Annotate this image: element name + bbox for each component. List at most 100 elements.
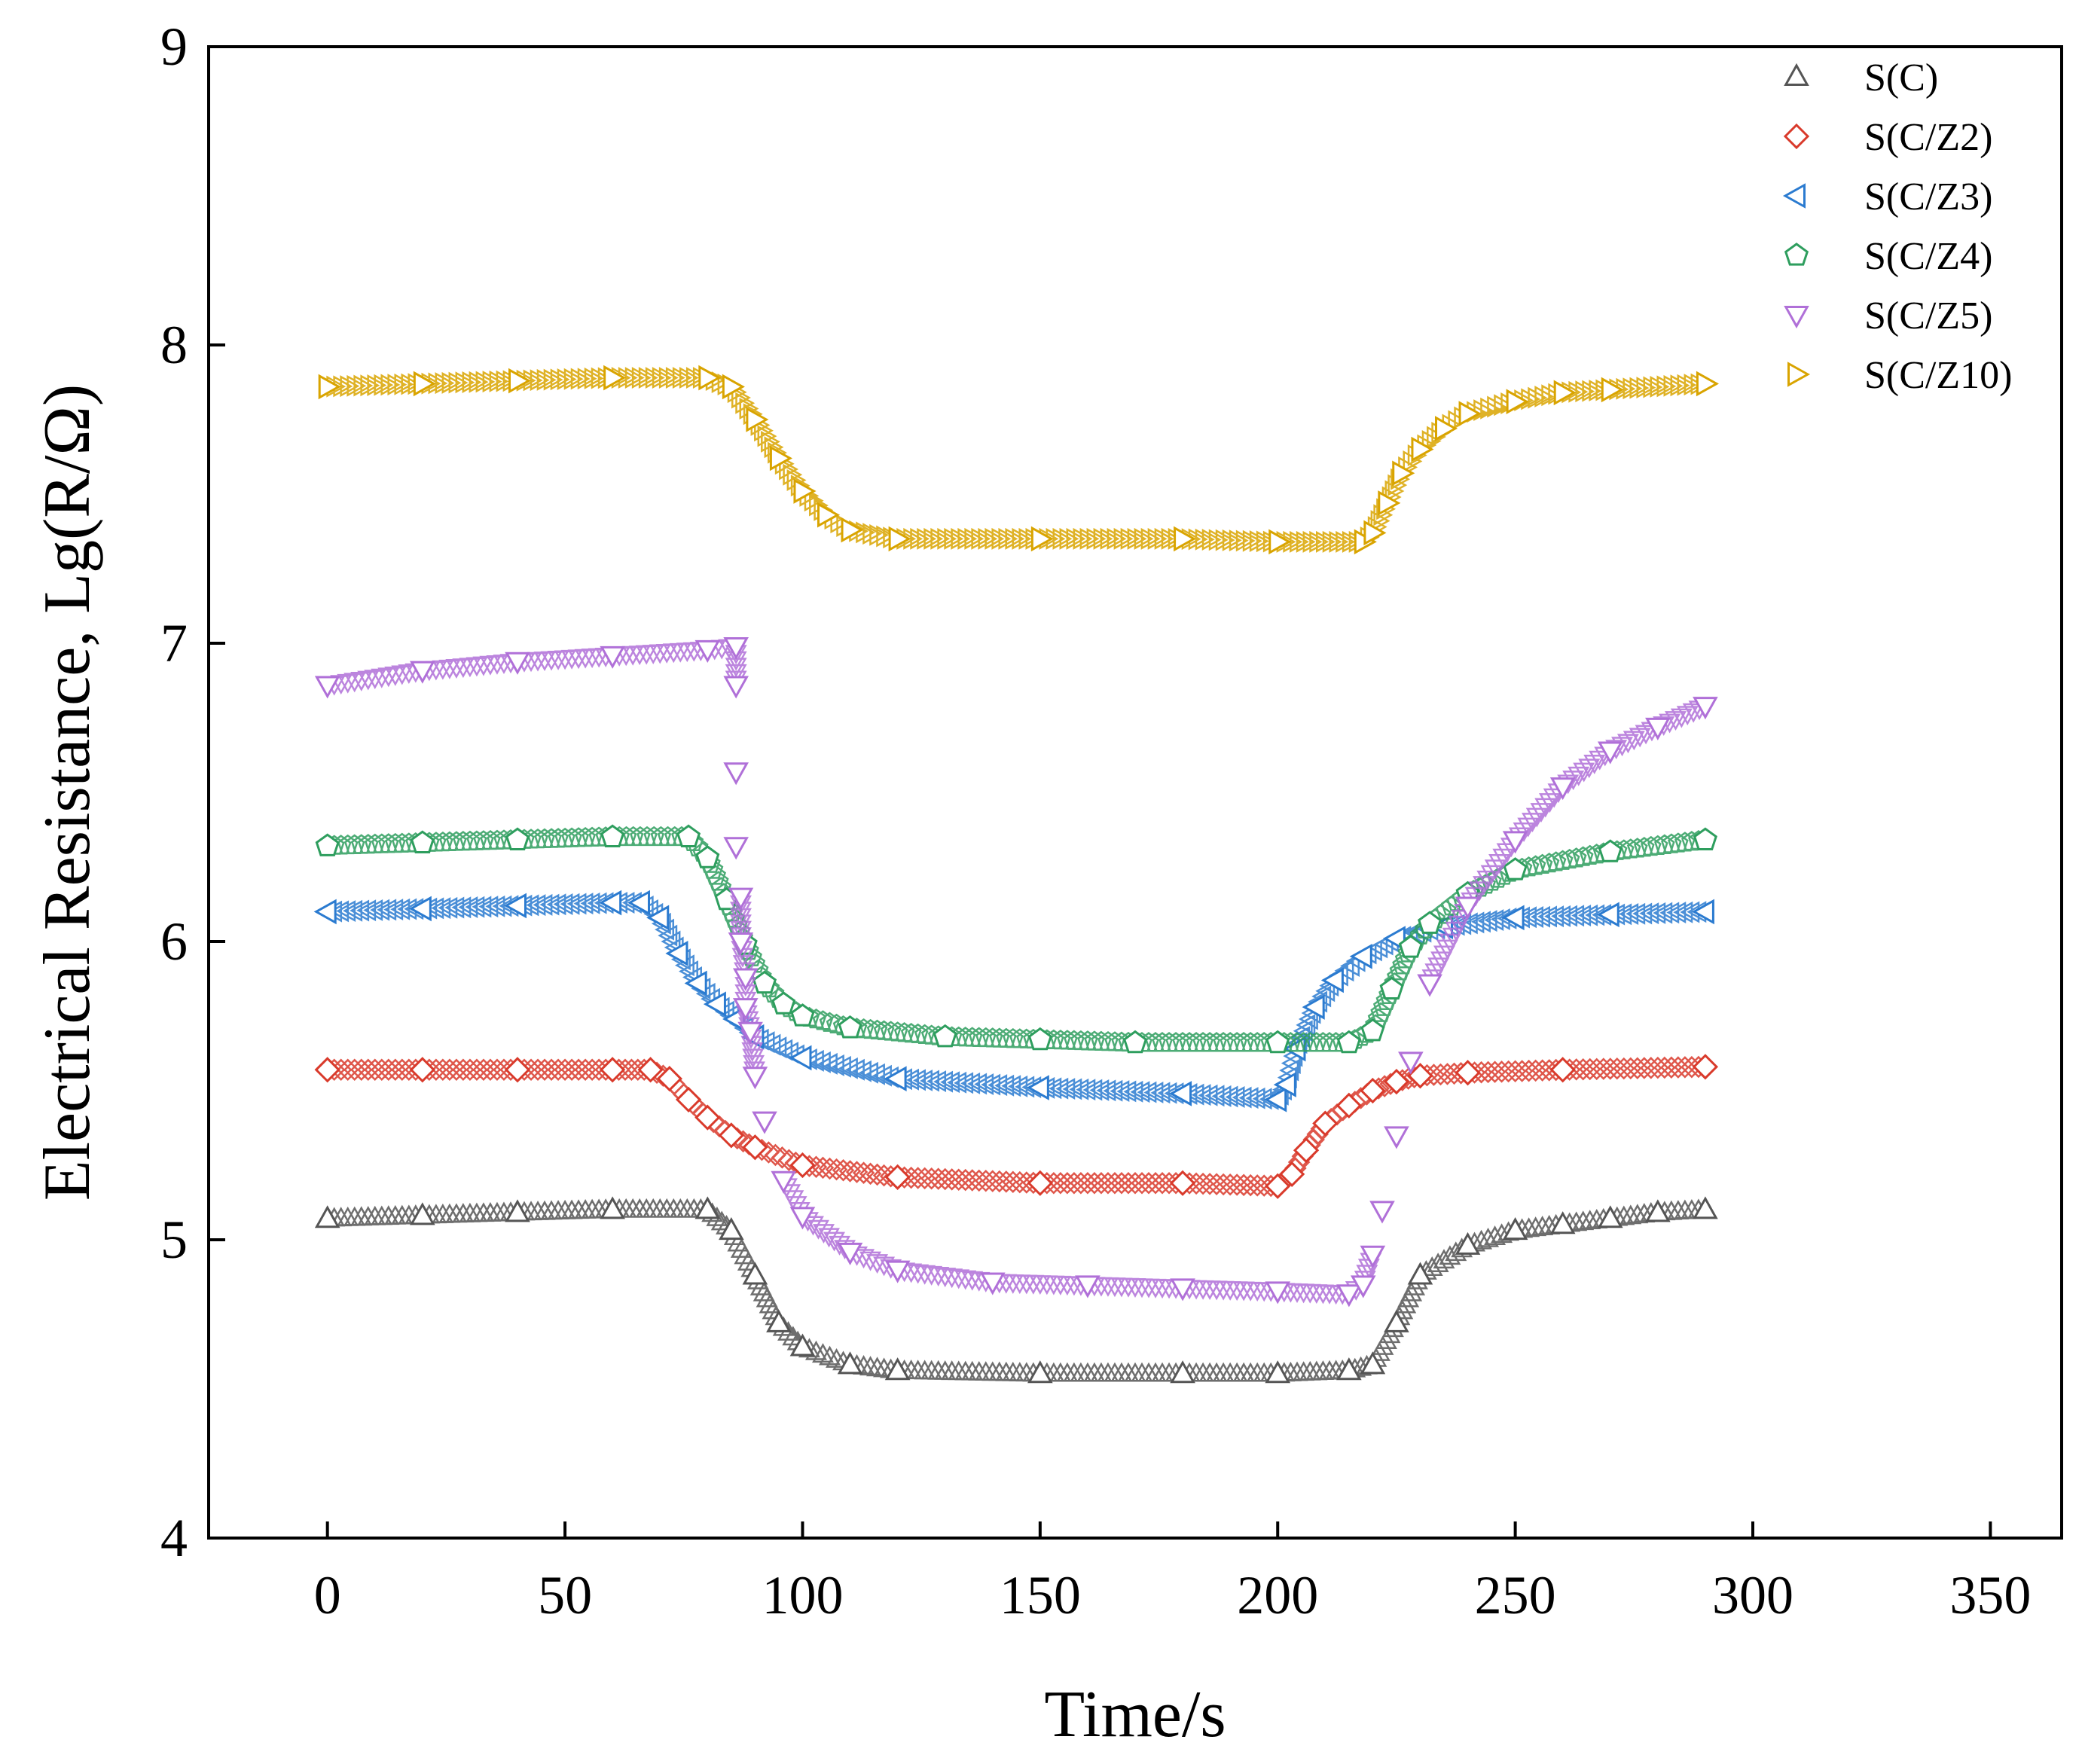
y-tick-label: 4 [160, 1508, 188, 1568]
legend-label: S(C) [1864, 56, 1938, 99]
legend-marker [1783, 123, 1810, 150]
data-point [505, 827, 530, 850]
x-tick-label: 300 [1712, 1565, 1793, 1625]
x-tick-label: 350 [1949, 1565, 2031, 1625]
data-layer [313, 365, 1719, 1384]
data-point [505, 652, 530, 675]
data-point [1360, 1245, 1386, 1268]
data-point [1026, 1075, 1049, 1100]
data-point [1075, 1275, 1101, 1299]
data-point [1398, 1051, 1424, 1075]
data-point [1170, 1360, 1195, 1384]
data-point [742, 1262, 768, 1285]
data-point [728, 887, 754, 911]
data-point [790, 1003, 815, 1027]
data-point [841, 517, 864, 543]
data-point [665, 941, 688, 966]
data-point [1598, 839, 1623, 862]
legend-label: S(C/Z5) [1864, 295, 1992, 337]
series-trail [319, 367, 1711, 553]
data-point [1360, 1018, 1385, 1042]
data-point [1693, 697, 1718, 720]
data-point [793, 478, 817, 504]
legend-marker [1784, 63, 1809, 86]
data-point [694, 639, 721, 663]
data-point [1174, 526, 1197, 552]
data-point [1597, 741, 1623, 765]
data-point [789, 1333, 816, 1357]
data-point [1336, 1357, 1362, 1381]
legend-label: S(C/Z3) [1864, 175, 1992, 218]
data-point [1384, 1126, 1409, 1149]
data-point [1265, 1360, 1291, 1384]
x-tick-label: 50 [538, 1565, 592, 1625]
y-tick-label: 9 [160, 17, 188, 77]
data-point [314, 1057, 340, 1083]
data-point [723, 762, 749, 786]
data-point [1435, 416, 1458, 441]
data-point [1458, 401, 1482, 426]
data-point [1549, 1057, 1576, 1083]
data-point [728, 932, 754, 956]
data-point [1553, 380, 1577, 406]
data-point [1336, 1030, 1361, 1054]
data-point [1169, 1170, 1196, 1196]
x-axis: 0 50 100 150 200 250 300 350 [314, 1521, 2031, 1625]
y-tick-label: 6 [160, 911, 188, 972]
data-point [703, 991, 726, 1017]
legend-marker [1784, 243, 1809, 266]
data-point [1030, 526, 1054, 552]
legend-label: S(C/Z2) [1864, 116, 1992, 159]
data-point [1506, 389, 1529, 415]
data-point [1601, 377, 1624, 403]
data-point [600, 1196, 625, 1219]
data-point [1265, 1281, 1291, 1305]
data-point [1691, 899, 1714, 925]
data-point [504, 1057, 531, 1083]
plot-frame [207, 45, 2063, 1540]
legend-marker [1782, 183, 1806, 209]
series-S(C) [314, 1196, 1718, 1384]
data-point [1407, 1063, 1433, 1089]
series-S(C/Z10) [318, 365, 1719, 555]
data-point [627, 890, 650, 916]
legend-marker [1784, 306, 1809, 329]
data-point [1502, 1217, 1528, 1241]
x-tick-label: 200 [1237, 1565, 1318, 1625]
y-tick-label: 5 [160, 1210, 188, 1270]
data-point [771, 1170, 797, 1194]
data-point [1597, 1205, 1623, 1228]
data-point [1398, 935, 1423, 958]
data-point [746, 407, 769, 432]
data-point [656, 1066, 682, 1092]
data-point [1265, 1030, 1290, 1054]
data-point [837, 1242, 863, 1265]
series-trail [316, 638, 1711, 1305]
x-tick-label: 150 [1000, 1565, 1081, 1625]
data-point [1692, 1054, 1719, 1080]
data-point [599, 890, 622, 916]
data-point [732, 968, 759, 991]
data-point [1350, 1275, 1376, 1299]
data-point [1596, 902, 1619, 928]
data-point [1383, 1068, 1410, 1095]
data-point [1503, 857, 1528, 880]
y-tick-label: 8 [160, 315, 188, 375]
data-point [1378, 490, 1401, 516]
data-point [1363, 520, 1387, 546]
data-point [1264, 1087, 1287, 1112]
data-point [884, 1357, 911, 1381]
data-point [1349, 943, 1372, 969]
data-point [1379, 976, 1404, 999]
data-point [723, 837, 749, 860]
data-point [314, 1205, 340, 1228]
data-point [1502, 831, 1528, 854]
legend-label: S(C/Z4) [1864, 235, 1992, 278]
x-tick-label: 100 [762, 1565, 843, 1625]
data-point [1696, 371, 1719, 397]
data-point [684, 970, 707, 996]
data-point [313, 899, 337, 925]
data-point [1122, 1030, 1148, 1054]
data-point [1360, 1351, 1386, 1375]
